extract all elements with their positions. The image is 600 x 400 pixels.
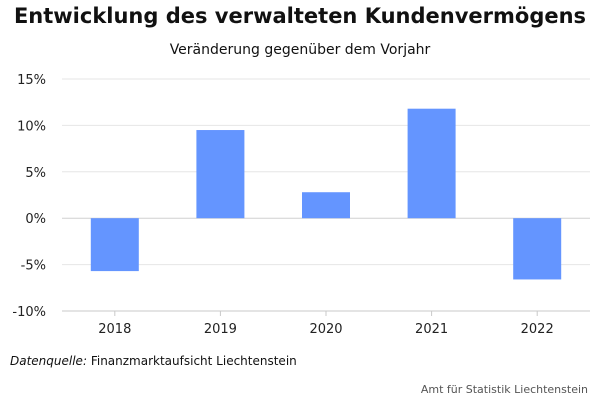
y-tick-label: 0% — [25, 212, 46, 227]
source-label: Datenquelle: — [10, 354, 87, 368]
y-tick-label: -10% — [12, 305, 46, 320]
x-tick-label: 2021 — [415, 322, 448, 337]
x-tick-label: 2022 — [521, 322, 554, 337]
credit-text: Amt für Statistik Liechtenstein — [420, 383, 588, 396]
y-tick-label: 5% — [25, 166, 46, 181]
bar-2020 — [302, 192, 350, 219]
x-tick-label: 2020 — [309, 322, 342, 337]
bar-2019 — [196, 130, 245, 219]
data-source: Datenquelle: Finanzmarktaufsicht Liechte… — [10, 354, 297, 368]
bar-2018 — [90, 218, 139, 272]
x-axis: 2018 2019 2020 2021 2022 — [62, 310, 590, 337]
x-tick-label: 2018 — [98, 322, 131, 337]
y-tick-label: 10% — [17, 119, 46, 134]
bar-2021 — [407, 108, 456, 219]
y-tick-label: 15% — [17, 73, 46, 88]
bar-2022 — [513, 218, 562, 280]
x-tick-label: 2019 — [204, 322, 237, 337]
bars — [90, 108, 562, 280]
source-text: Finanzmarktaufsicht Liechtenstein — [90, 354, 297, 368]
chart-subtitle: Veränderung gegenüber dem Vorjahr — [169, 42, 431, 58]
chart-title: Entwicklung des verwalteten Kundenvermög… — [13, 4, 587, 28]
y-tick-label: -5% — [21, 259, 46, 274]
y-axis-ticks: 15% 10% 5% 0% -5% -10% — [12, 73, 46, 320]
